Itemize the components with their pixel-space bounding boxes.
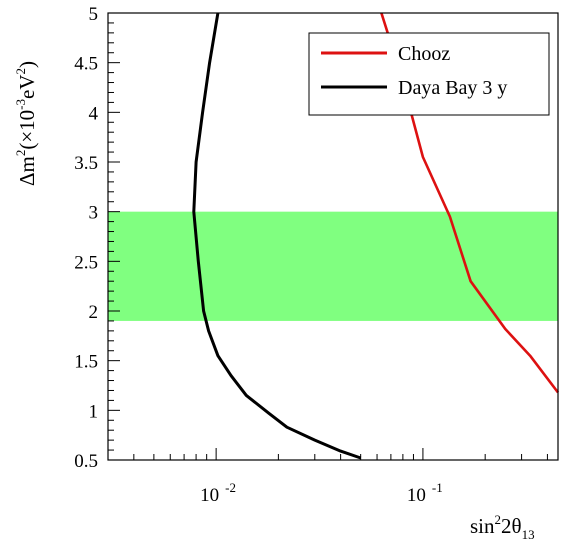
y-tick-label: 3: [89, 203, 99, 224]
y-tick-label: 2.5: [74, 252, 98, 273]
y-tick-label: 1.5: [74, 352, 98, 373]
x-axis-title: sin22θ13: [470, 512, 535, 542]
y-tick-label: 4.5: [74, 54, 98, 75]
y-tick-label: 4: [89, 103, 99, 124]
plot-frame: [107, 12, 559, 461]
y-tick-label: 5: [89, 4, 99, 25]
y-tick-label: 2: [89, 302, 99, 323]
y-axis-title: Δm2(×10-3eV2): [13, 61, 39, 186]
allowed-band: [108, 211, 558, 321]
y-tick-label: 0.5: [74, 451, 98, 472]
x-tick-label: 10 -2: [200, 480, 236, 506]
series-line-1: [192, 12, 362, 460]
x-tick-label: 10 -1: [407, 480, 443, 506]
y-tick-label: 1: [89, 401, 99, 422]
legend-label-0: Chooz: [398, 43, 450, 65]
legend-label-1: Daya Bay 3 y: [398, 77, 507, 99]
legend-box: [308, 32, 550, 116]
y-tick-label: 3.5: [74, 153, 98, 174]
